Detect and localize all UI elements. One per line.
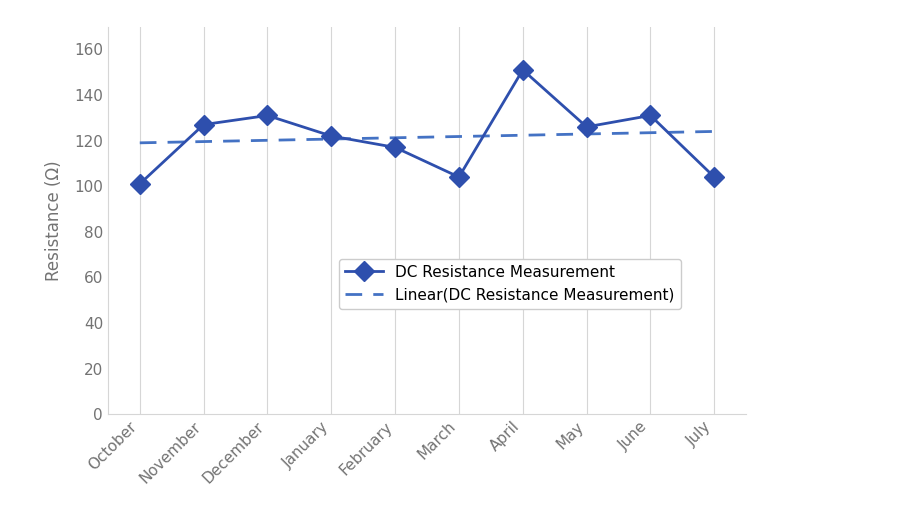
DC Resistance Measurement: [135, 181, 146, 187]
Linear(DC Resistance Measurement): [263, 137, 273, 143]
Linear(DC Resistance Measurement): [453, 133, 464, 140]
DC Resistance Measurement: [581, 124, 592, 130]
Legend: DC Resistance Measurement, Linear(DC Resistance Measurement): DC Resistance Measurement, Linear(DC Res…: [339, 259, 681, 309]
Line: Linear(DC Resistance Measurement): Linear(DC Resistance Measurement): [140, 132, 714, 143]
DC Resistance Measurement: [198, 122, 209, 128]
DC Resistance Measurement: [263, 112, 273, 118]
DC Resistance Measurement: [325, 133, 336, 139]
Linear(DC Resistance Measurement): [581, 131, 592, 137]
DC Resistance Measurement: [645, 112, 656, 118]
Linear(DC Resistance Measurement): [708, 129, 719, 135]
DC Resistance Measurement: [390, 144, 401, 151]
DC Resistance Measurement: [453, 174, 464, 180]
Linear(DC Resistance Measurement): [645, 130, 656, 136]
Y-axis label: Resistance (Ω): Resistance (Ω): [45, 160, 63, 281]
Linear(DC Resistance Measurement): [390, 134, 401, 141]
Linear(DC Resistance Measurement): [325, 136, 336, 142]
DC Resistance Measurement: [708, 174, 719, 180]
Linear(DC Resistance Measurement): [518, 132, 529, 139]
Linear(DC Resistance Measurement): [135, 140, 146, 146]
DC Resistance Measurement: [518, 67, 529, 73]
Line: DC Resistance Measurement: DC Resistance Measurement: [133, 63, 721, 191]
Linear(DC Resistance Measurement): [198, 139, 209, 145]
